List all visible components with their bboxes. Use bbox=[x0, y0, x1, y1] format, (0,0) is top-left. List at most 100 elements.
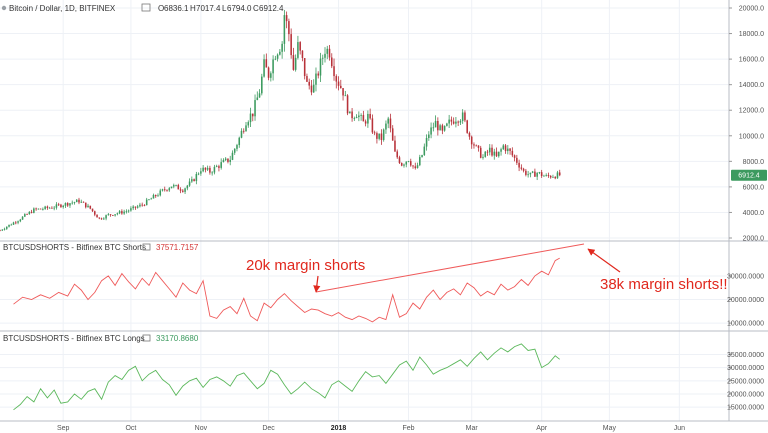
candle-body bbox=[310, 85, 313, 93]
candle-body bbox=[407, 161, 410, 162]
shorts-axis-tick-label: 20000.0000 bbox=[727, 297, 764, 304]
candle-body bbox=[136, 206, 139, 208]
candle-body bbox=[534, 171, 536, 177]
candle-body bbox=[202, 167, 204, 172]
annotation-38k-arrow bbox=[587, 248, 621, 273]
candle-body bbox=[145, 199, 148, 206]
candle-body bbox=[362, 115, 365, 122]
candle-body bbox=[419, 157, 421, 166]
pane-frames bbox=[0, 0, 768, 422]
candle-body bbox=[66, 203, 69, 206]
x-axis-tick-label: Dec bbox=[262, 425, 275, 432]
candle-body bbox=[387, 118, 389, 124]
price-axis-tick-label: 4000.0 bbox=[743, 210, 765, 217]
candle-body bbox=[163, 189, 166, 191]
candle-body bbox=[457, 121, 459, 123]
candle-body bbox=[276, 54, 279, 59]
candle-body bbox=[60, 204, 62, 208]
candle-body bbox=[504, 145, 507, 152]
candle-body bbox=[39, 208, 42, 210]
candle-body bbox=[15, 222, 17, 224]
candle-body bbox=[141, 204, 143, 206]
longs-settings-icon[interactable] bbox=[142, 334, 151, 342]
candle-body bbox=[385, 123, 387, 130]
candle-body bbox=[491, 147, 493, 156]
candle-body bbox=[351, 111, 353, 119]
candle-body bbox=[493, 151, 496, 156]
candle-body bbox=[87, 205, 89, 208]
candle-body bbox=[452, 121, 455, 124]
candle-body bbox=[308, 81, 310, 86]
candle-body bbox=[218, 166, 220, 168]
candle-body bbox=[107, 214, 110, 216]
candle-body bbox=[448, 119, 450, 124]
candle-body bbox=[319, 58, 322, 76]
x-axis-tick-label: Mar bbox=[466, 425, 479, 432]
candle-body bbox=[464, 112, 466, 121]
candle-body bbox=[346, 95, 349, 114]
candle-body bbox=[520, 167, 523, 169]
longs-axis-tick-label: 35000.0000 bbox=[727, 352, 764, 359]
candle-body bbox=[148, 199, 150, 201]
price-axis-tick-label: 20000.0 bbox=[739, 6, 764, 13]
longs-axis-tick-label: 25000.0000 bbox=[727, 378, 764, 385]
candle-body bbox=[211, 172, 213, 174]
candle-body bbox=[112, 215, 114, 216]
candle-body bbox=[306, 76, 308, 82]
shorts-settings-icon[interactable] bbox=[142, 243, 151, 251]
annotation-20k-arrow bbox=[313, 275, 321, 293]
candle-body bbox=[229, 159, 232, 162]
candle-body bbox=[182, 190, 184, 192]
candle-body bbox=[294, 57, 297, 70]
longs-line bbox=[13, 343, 560, 411]
candle-body bbox=[340, 85, 342, 89]
candle-body bbox=[188, 181, 191, 186]
candle-body bbox=[328, 48, 331, 58]
candle-body bbox=[540, 172, 543, 177]
candle-body bbox=[267, 67, 270, 78]
candle-body bbox=[73, 202, 76, 203]
candle-body bbox=[441, 125, 444, 131]
candle-body bbox=[10, 224, 13, 226]
candle-body bbox=[400, 163, 403, 166]
header-settings-icon[interactable] bbox=[141, 3, 151, 12]
candle-body bbox=[396, 151, 399, 158]
candle-body bbox=[527, 174, 529, 176]
candle-body bbox=[358, 115, 360, 118]
candle-body bbox=[531, 171, 534, 173]
price-axis-tick-label: 18000.0 bbox=[739, 31, 764, 38]
candle-body bbox=[238, 137, 241, 146]
candle-body bbox=[382, 129, 385, 140]
price-axis-tick-label: 6000.0 bbox=[743, 184, 765, 191]
shorts-trend-line bbox=[315, 243, 585, 293]
price-axis-tick-label: 16000.0 bbox=[739, 57, 764, 64]
candle-body bbox=[206, 167, 209, 170]
longs-indicator-value: 33170.8680 bbox=[156, 334, 199, 343]
candle-body bbox=[55, 204, 58, 208]
longs-indicator-label: BTCUSDSHORTS - Bitfinex BTC Longs bbox=[3, 334, 145, 343]
candle-body bbox=[283, 15, 286, 44]
candle-body bbox=[236, 145, 238, 149]
candle-body bbox=[360, 115, 362, 116]
candle-body bbox=[53, 207, 55, 209]
shorts-line bbox=[13, 257, 560, 323]
x-axis-tick-label: Nov bbox=[195, 425, 208, 432]
candle-body bbox=[389, 118, 392, 129]
x-axis-tick-label: Jun bbox=[674, 425, 685, 432]
candle-body bbox=[317, 73, 320, 76]
candle-body bbox=[240, 130, 243, 138]
shorts-indicator-value: 37571.7157 bbox=[156, 243, 199, 252]
candle-body bbox=[477, 145, 480, 148]
candle-body bbox=[497, 151, 500, 157]
price-axis-tick-label: 2000.0 bbox=[743, 236, 765, 243]
candle-body bbox=[403, 164, 405, 166]
candle-body bbox=[342, 88, 344, 96]
annotation-20k-shorts: 20k margin shorts bbox=[246, 257, 365, 274]
candle-body bbox=[57, 204, 60, 206]
candle-body bbox=[536, 173, 538, 177]
candle-body bbox=[545, 175, 547, 176]
candle-body bbox=[547, 175, 550, 176]
candle-body bbox=[256, 97, 259, 101]
candle-body bbox=[1, 229, 4, 231]
annotations: 20k margin shorts 38k margin shorts!! bbox=[246, 243, 728, 293]
